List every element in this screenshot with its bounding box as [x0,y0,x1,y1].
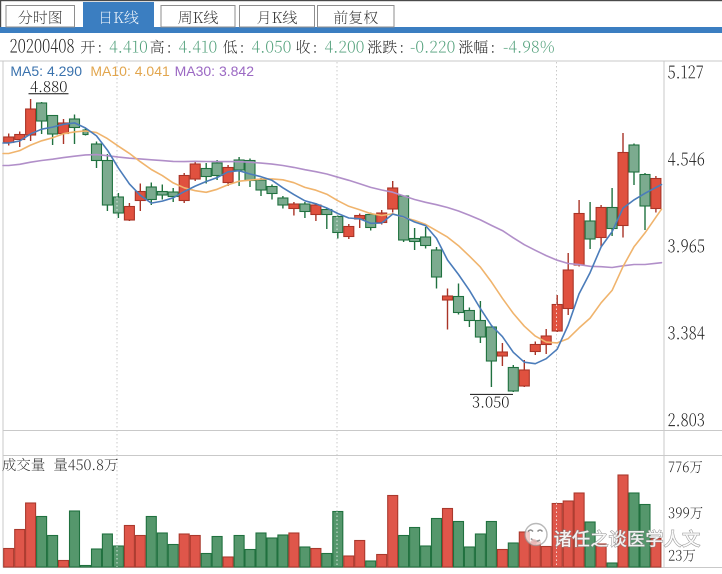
svg-text:MA30: 3.842: MA30: 3.842 [175,63,255,79]
svg-text:MA10: 4.041: MA10: 4.041 [90,63,170,79]
svg-text:MA5: 4.290: MA5: 4.290 [10,63,82,79]
